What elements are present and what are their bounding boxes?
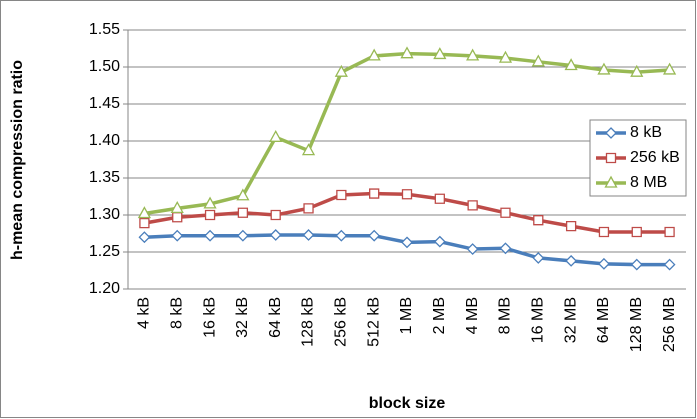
marker: [664, 226, 675, 238]
marker: [138, 231, 151, 244]
marker: [564, 58, 578, 71]
marker: [531, 54, 545, 67]
marker: [433, 235, 446, 248]
marker: [630, 258, 643, 271]
marker: [203, 196, 217, 209]
marker: [269, 129, 283, 142]
marker: [467, 200, 478, 211]
marker: [336, 189, 347, 201]
legend-label: 256 kB: [630, 149, 680, 166]
marker: [236, 188, 250, 201]
x-tick-label: 64 MB: [595, 297, 612, 343]
legend-label: 8 kB: [630, 124, 662, 141]
marker: [139, 217, 150, 229]
marker: [631, 226, 642, 238]
marker: [565, 254, 578, 267]
marker: [662, 62, 677, 75]
x-tick-label: 1 MB: [398, 297, 415, 334]
marker: [434, 193, 445, 204]
marker: [605, 152, 617, 164]
marker: [500, 207, 511, 218]
marker: [433, 47, 447, 60]
marker: [368, 229, 381, 242]
marker: [137, 206, 152, 219]
marker: [605, 127, 617, 139]
y-tick-label: 1.55: [89, 21, 120, 38]
y-tick-label: 1.40: [89, 132, 120, 149]
marker: [303, 203, 314, 214]
marker: [301, 143, 316, 156]
marker: [401, 189, 413, 200]
marker: [498, 50, 513, 63]
y-tick-label: 1.35: [89, 169, 120, 186]
marker: [170, 200, 184, 213]
marker: [204, 229, 216, 242]
marker: [598, 257, 610, 270]
marker: [236, 229, 249, 242]
y-tick-label: 1.25: [89, 243, 120, 260]
marker: [499, 242, 512, 255]
marker: [335, 229, 348, 242]
y-tick-label: 1.20: [89, 280, 120, 297]
marker: [663, 258, 676, 271]
marker: [565, 220, 577, 232]
marker: [302, 229, 315, 241]
marker: [334, 64, 348, 77]
marker: [630, 64, 644, 77]
marker: [466, 48, 480, 61]
marker: [598, 226, 610, 238]
x-tick-label: 256 MB: [661, 297, 678, 352]
x-tick-label: 16 MB: [530, 297, 547, 343]
marker: [400, 46, 414, 59]
x-tick-label: 4 kB: [136, 297, 153, 329]
x-tick-label: 512 kB: [365, 297, 382, 347]
legend-label: 8 MB: [630, 174, 667, 191]
y-tick-label: 1.30: [89, 206, 120, 223]
x-tick-label: 16 kB: [201, 297, 218, 338]
y-axis-label: h-mean compression ratio: [9, 60, 26, 260]
marker: [369, 188, 380, 199]
x-tick-label: 32 MB: [562, 297, 579, 343]
x-tick-label: 64 kB: [267, 297, 284, 338]
x-tick-label: 128 MB: [628, 297, 645, 352]
marker: [532, 252, 545, 264]
y-tick-label: 1.45: [89, 95, 120, 112]
x-tick-label: 8 MB: [497, 297, 514, 334]
marker: [172, 212, 183, 223]
y-tick-label: 1.50: [89, 58, 120, 75]
marker: [533, 215, 544, 226]
x-tick-label: 4 MB: [464, 297, 481, 334]
x-tick-label: 128 kB: [300, 297, 317, 347]
marker: [269, 229, 282, 241]
x-tick-label: 2 MB: [431, 297, 448, 334]
marker: [604, 175, 618, 188]
marker: [237, 207, 249, 218]
marker: [466, 243, 479, 255]
x-tick-label: 32 kB: [234, 297, 251, 338]
x-axis-label: block size: [369, 395, 446, 412]
marker: [367, 48, 381, 61]
x-tick-label: 8 kB: [168, 297, 185, 329]
x-tick-label: 256 kB: [333, 297, 350, 347]
marker: [401, 236, 413, 249]
marker: [204, 209, 216, 221]
marker: [171, 229, 184, 242]
marker: [597, 62, 611, 75]
marker: [270, 209, 281, 221]
